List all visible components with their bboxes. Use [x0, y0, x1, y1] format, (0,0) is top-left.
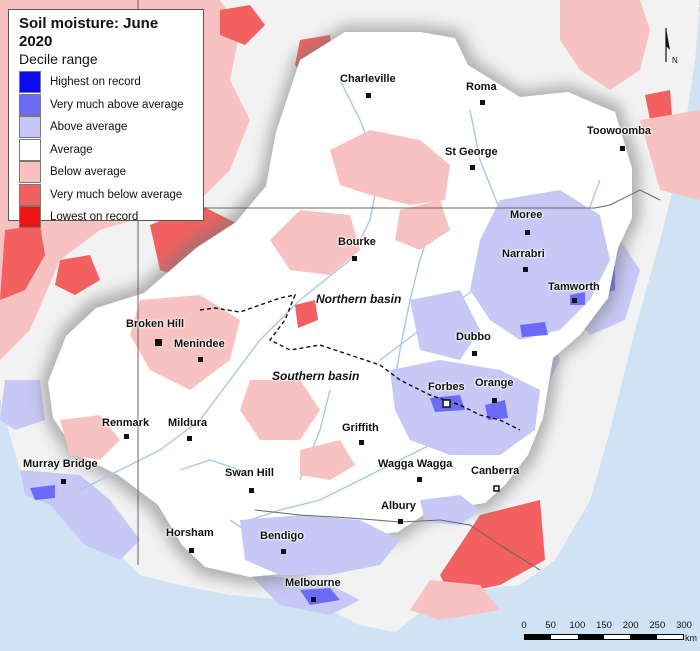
- town-label-griffith: Griffith: [342, 422, 379, 434]
- legend-subtitle: Decile range: [19, 51, 98, 67]
- scale-tick-label: 0: [521, 620, 527, 631]
- scale-tick-label: 200: [622, 620, 639, 631]
- town-label-renmark: Renmark: [102, 417, 150, 429]
- town-label-mildura: Mildura: [168, 417, 208, 429]
- legend-item: Highest on record: [19, 71, 193, 94]
- town-marker: [61, 479, 66, 484]
- town-marker: [492, 398, 497, 403]
- town-label-charleville: Charleville: [340, 73, 396, 85]
- town-label-orange: Orange: [475, 377, 514, 389]
- town-label-moree: Moree: [510, 209, 543, 221]
- town-marker: [155, 339, 162, 346]
- legend-item-label: Lowest on record: [50, 211, 139, 224]
- legend-item-label: Very much below average: [50, 188, 183, 201]
- legend-item: Very much above average: [19, 93, 193, 117]
- scale-unit: km: [685, 633, 697, 643]
- town-label-menindee: Menindee: [174, 338, 225, 350]
- legend-swatch: [19, 93, 41, 116]
- basin-shading: [60, 130, 610, 605]
- legend-swatch: [19, 71, 41, 94]
- town-marker: [525, 230, 530, 235]
- legend-item-label: Below average: [50, 166, 127, 179]
- scale-bar-segments: [524, 634, 684, 640]
- legend-item: Very much below average: [19, 183, 193, 207]
- legend-swatch: [19, 116, 41, 139]
- legend-swatch: [19, 161, 41, 184]
- town-label-canberra: Canberra: [471, 465, 520, 477]
- town-marker: [417, 477, 422, 482]
- town-marker: [352, 256, 357, 261]
- legend-swatch: [19, 138, 41, 161]
- town-marker: [398, 519, 403, 524]
- legend-item-label: Very much above average: [50, 98, 184, 111]
- town-label-roma: Roma: [466, 81, 497, 93]
- town-label-murray-bridge: Murray Bridge: [23, 458, 98, 470]
- town-marker: [189, 548, 194, 553]
- scale-tick-label: 150: [596, 620, 612, 631]
- town-label-bendigo: Bendigo: [260, 530, 304, 542]
- town-marker: [281, 549, 286, 554]
- scale-segment: [577, 635, 604, 639]
- town-label-tamworth: Tamworth: [548, 281, 600, 293]
- legend-swatch: [19, 183, 41, 206]
- basin-divide: [199, 294, 521, 431]
- town-marker: [620, 146, 625, 151]
- scale-segment: [603, 635, 631, 639]
- town-label-swan-hill: Swan Hill: [225, 467, 274, 479]
- legend-item: Lowest on record: [19, 206, 193, 229]
- town-marker: [442, 399, 451, 408]
- town-marker: [572, 298, 577, 303]
- town-markers: [61, 93, 625, 602]
- legend-title: Soil moisture: June 2020: [19, 15, 159, 50]
- legend-swatch: [19, 206, 41, 229]
- town-label-dubbo: Dubbo: [456, 331, 491, 343]
- town-marker: [359, 440, 364, 445]
- town-marker: [470, 165, 475, 170]
- scale-tick-label: 50: [545, 620, 556, 631]
- legend-item-label: Highest on record: [50, 76, 141, 89]
- scale-segment: [656, 635, 683, 639]
- scale-segment: [551, 635, 578, 639]
- legend-item: Below average: [19, 161, 193, 184]
- town-label-forbes: Forbes: [428, 381, 465, 393]
- north-arrow-icon: [665, 28, 670, 62]
- town-label-toowoomba: Toowoomba: [587, 125, 651, 137]
- legend-item-label: Above average: [50, 121, 128, 134]
- town-marker: [480, 100, 485, 105]
- town-marker: [124, 434, 129, 439]
- town-marker: [366, 93, 371, 98]
- scale-tick-label: 300: [676, 620, 692, 631]
- town-label-horsham: Horsham: [166, 527, 214, 539]
- town-marker: [472, 351, 477, 356]
- legend-item: Above average: [19, 116, 193, 139]
- town-marker: [493, 485, 500, 492]
- town-label-st-george: St George: [445, 146, 498, 158]
- legend-item-label: Average: [50, 143, 93, 156]
- scale-bar: 0 50 100 150 200 250 300 km: [521, 620, 697, 644]
- scale-tick-label: 250: [649, 620, 666, 631]
- town-label-albury: Albury: [381, 500, 416, 512]
- scale-segment: [525, 635, 552, 639]
- legend-item: Average: [19, 138, 193, 162]
- northern-basin-label: Northern basin: [316, 292, 402, 306]
- town-label-wagga-wagga: Wagga Wagga: [378, 458, 453, 470]
- scale-segment: [630, 635, 657, 639]
- town-label-narrabri: Narrabri: [502, 248, 545, 260]
- town-marker: [249, 488, 254, 493]
- town-marker: [523, 267, 528, 272]
- town-label-melbourne: Melbourne: [285, 577, 341, 589]
- town-marker: [198, 357, 203, 362]
- town-marker: [187, 436, 192, 441]
- town-label-broken-hill: Broken Hill: [126, 318, 185, 330]
- scale-tick-label: 100: [569, 620, 586, 631]
- legend: Soil moisture: June 2020 Decile range Hi…: [8, 9, 204, 229]
- town-label-bourke: Bourke: [338, 236, 376, 248]
- southern-basin-label: Southern basin: [272, 369, 360, 383]
- town-marker: [311, 597, 316, 602]
- north-label: N: [672, 56, 678, 65]
